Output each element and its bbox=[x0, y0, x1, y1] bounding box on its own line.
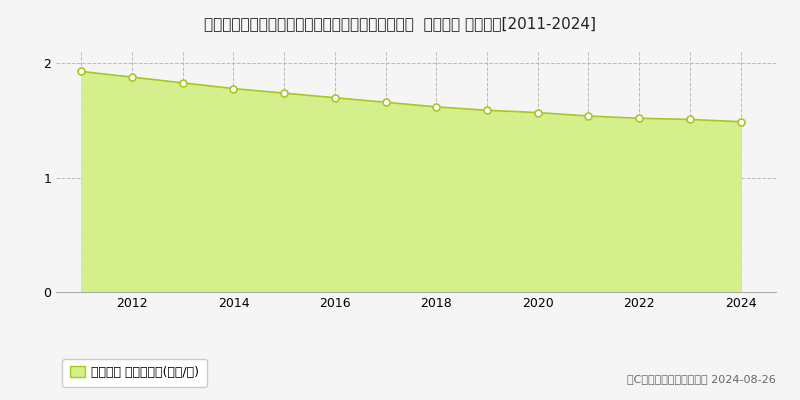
Legend: 地価公示 平均坪単価(万円/坪): 地価公示 平均坪単価(万円/坪) bbox=[62, 358, 206, 386]
Text: （C）土地価格ドットコム 2024-08-26: （C）土地価格ドットコム 2024-08-26 bbox=[627, 374, 776, 384]
Text: 新潟県上越市大潟区高橋新田字南舟入１６６番１外  地価公示 地価推移[2011-2024]: 新潟県上越市大潟区高橋新田字南舟入１６６番１外 地価公示 地価推移[2011-2… bbox=[204, 16, 596, 31]
